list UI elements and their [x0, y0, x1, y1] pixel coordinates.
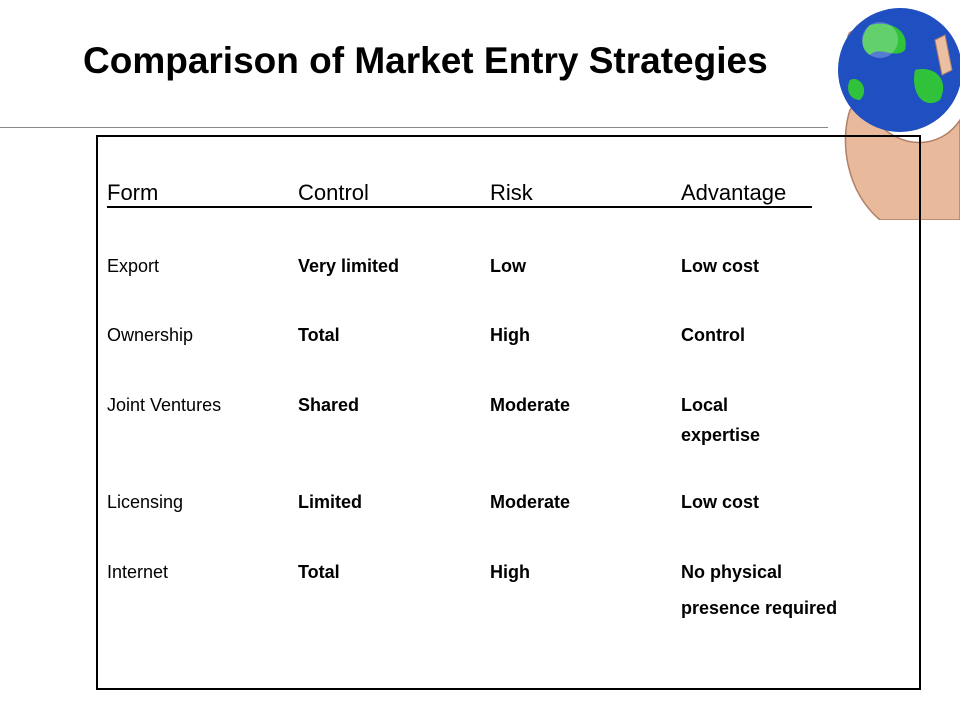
table-cell: Moderate	[490, 395, 571, 415]
column-header: Advantage	[681, 180, 787, 205]
table-cell: Low	[490, 256, 526, 276]
table-cell: High	[490, 562, 530, 582]
table-cell: Total	[298, 325, 340, 345]
table-cell: Moderate	[490, 492, 571, 512]
table-cell: Control	[681, 325, 745, 345]
table-cell: Total	[298, 562, 340, 582]
table-cell: Very limited	[298, 256, 400, 276]
table-cell: Low cost	[681, 256, 760, 276]
table-cell: Shared	[298, 395, 360, 415]
table-cell: Internet	[107, 562, 169, 582]
header-underline	[107, 206, 812, 208]
table-cell: Limited	[298, 492, 363, 512]
table-cell: Local	[681, 395, 729, 415]
table-cell: Joint Ventures	[107, 395, 222, 415]
table-cell: Licensing	[107, 492, 184, 512]
table-cell: Ownership	[107, 325, 194, 345]
table-cell: High	[490, 325, 530, 345]
globe-in-hand	[838, 8, 960, 220]
table-cell: presence required	[681, 598, 838, 618]
table-cell: Low cost	[681, 492, 760, 512]
table-cell: Export	[107, 256, 160, 276]
table-cell: expertise	[681, 425, 761, 445]
slide-title: Comparison of Market Entry Strategies	[83, 40, 768, 81]
column-header: Risk	[490, 180, 533, 205]
column-header: Control	[298, 180, 369, 205]
table-frame	[96, 135, 921, 690]
table-cell: No physical	[681, 562, 783, 582]
column-header: Form	[107, 180, 159, 205]
title-rule	[0, 127, 828, 128]
